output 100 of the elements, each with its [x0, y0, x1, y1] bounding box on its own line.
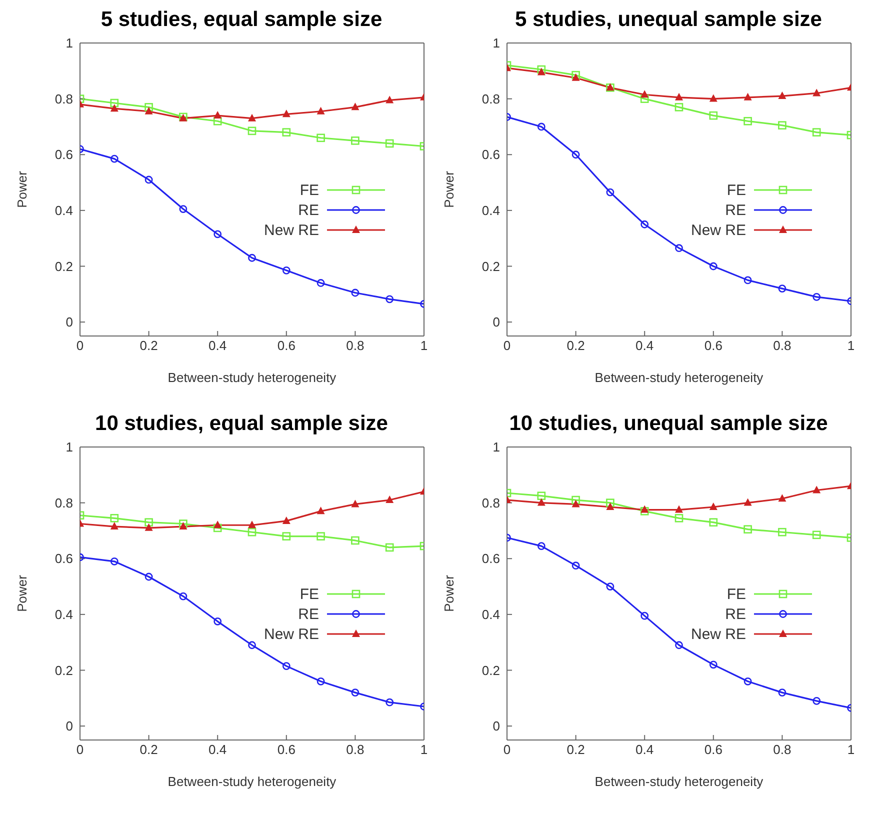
- y-tick-label: 0.8: [482, 495, 500, 510]
- point: [709, 262, 718, 270]
- point: [282, 128, 291, 136]
- point: [386, 496, 394, 504]
- point: [316, 506, 325, 514]
- point: [282, 266, 290, 274]
- point: [537, 492, 546, 500]
- y-tick-label: 0.2: [482, 662, 500, 678]
- y-tick-label: 1: [66, 440, 73, 455]
- point: [812, 696, 821, 705]
- point: [812, 128, 821, 136]
- point: [214, 520, 222, 528]
- y-tick-label: 0.8: [482, 91, 500, 106]
- point: [572, 70, 580, 80]
- point: [110, 98, 119, 108]
- point: [675, 92, 683, 100]
- legend-label: RE: [298, 606, 319, 622]
- y-tick-label: 0.6: [482, 551, 500, 566]
- point: [640, 507, 649, 516]
- x-tick-label: 0.2: [140, 338, 158, 354]
- legend-label: FE: [726, 182, 746, 198]
- point: [640, 612, 649, 620]
- y-tick-label: 0.8: [54, 91, 73, 106]
- point: [709, 111, 718, 120]
- point: [351, 288, 360, 297]
- point: [110, 557, 118, 566]
- point: [812, 530, 821, 540]
- x-tick-label: 0.4: [636, 742, 654, 758]
- point: [110, 154, 118, 163]
- point: [537, 498, 546, 506]
- x-tick-label: 0: [503, 742, 511, 758]
- point: [744, 498, 752, 506]
- point: [572, 562, 580, 570]
- point: [640, 90, 649, 98]
- point: [386, 96, 394, 104]
- point: [110, 104, 118, 112]
- y-tick-label: 0: [492, 718, 500, 734]
- point: [640, 505, 649, 513]
- point: [537, 68, 546, 76]
- point: [386, 698, 394, 706]
- point: [744, 525, 752, 534]
- point: [144, 176, 153, 184]
- y-tick-label: 1: [492, 440, 500, 455]
- x-tick-label: 0.4: [636, 338, 654, 354]
- point: [606, 582, 614, 590]
- x-axis-title: Between-study heterogeneity: [168, 774, 337, 789]
- y-tick-label: 0.6: [482, 147, 500, 162]
- point: [385, 139, 394, 148]
- point: [640, 94, 649, 103]
- x-tick-label: 0: [503, 338, 511, 354]
- point: [179, 205, 188, 213]
- x-tick-label: 0.2: [566, 338, 585, 354]
- point: [248, 126, 256, 136]
- point: [351, 136, 360, 145]
- point: [709, 518, 718, 526]
- point: [144, 106, 153, 114]
- point: [744, 677, 752, 686]
- point: [385, 543, 394, 552]
- y-tick-label: 0.8: [54, 495, 73, 510]
- point: [179, 592, 188, 600]
- y-tick-label: 0.2: [54, 662, 73, 678]
- legend-label: New RE: [690, 222, 746, 238]
- point: [316, 134, 325, 142]
- point: [812, 486, 821, 494]
- x-tick-label: 0.2: [140, 742, 158, 758]
- legend-label: FE: [300, 182, 319, 198]
- point: [675, 641, 683, 650]
- legend-label: RE: [298, 202, 319, 218]
- point: [282, 110, 290, 118]
- point: [351, 536, 360, 545]
- chart-title: 5 studies, unequal sample size: [514, 8, 823, 33]
- x-tick-label: 0.2: [566, 742, 585, 758]
- legend-label: New RE: [264, 222, 319, 238]
- point: [778, 92, 786, 100]
- y-axis-title: Power: [442, 574, 457, 612]
- legend-label: New RE: [690, 626, 746, 642]
- point: [248, 641, 256, 650]
- point: [144, 572, 153, 581]
- x-tick-label: 0.8: [773, 742, 792, 758]
- point: [778, 284, 786, 293]
- point: [110, 514, 119, 522]
- x-tick-label: 0: [76, 338, 84, 354]
- point: [812, 292, 821, 301]
- legend-label: RE: [725, 202, 746, 218]
- point: [778, 688, 786, 697]
- point: [606, 502, 614, 510]
- x-tick-label: 1: [847, 338, 855, 354]
- y-axis-title: Power: [442, 170, 457, 208]
- point: [606, 188, 614, 196]
- point: [282, 662, 290, 670]
- point: [744, 116, 752, 126]
- x-tick-label: 1: [420, 742, 428, 758]
- point: [248, 520, 256, 528]
- legend-label: FE: [300, 586, 319, 602]
- point: [248, 114, 256, 122]
- y-tick-label: 1: [66, 36, 73, 51]
- point: [316, 677, 325, 686]
- x-tick-label: 0.8: [346, 742, 364, 758]
- point: [812, 88, 821, 96]
- x-tick-label: 0.6: [277, 338, 296, 354]
